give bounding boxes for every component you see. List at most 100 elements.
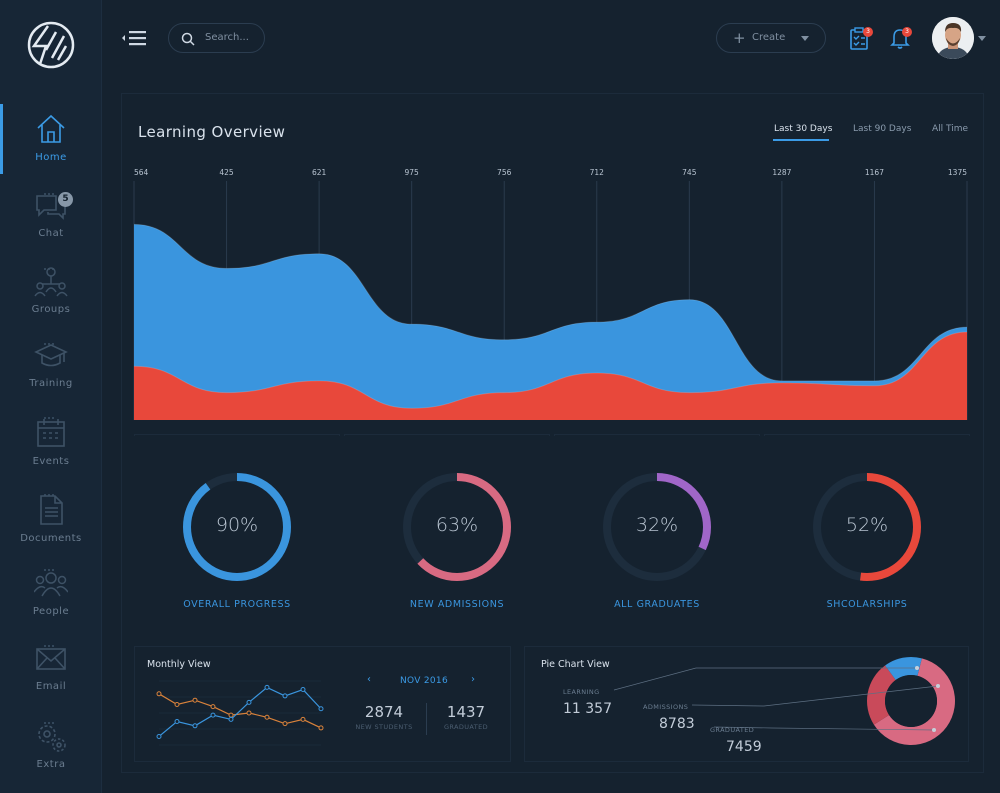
sidebar-item-training[interactable]: Training: [0, 330, 102, 400]
stat-graduated: 1437 GRADUATED: [435, 703, 497, 731]
area-series-red: [134, 331, 967, 420]
tab-last-90-days[interactable]: Last 90 Days: [853, 124, 912, 134]
document-icon: [40, 495, 63, 525]
sidebar-item-home[interactable]: Home: [0, 104, 102, 174]
kpi-value: 52%: [845, 514, 889, 536]
search-box[interactable]: Search...: [168, 23, 265, 53]
line-point: [210, 712, 216, 718]
kpi-label: SHCOLARSHIPS: [826, 599, 908, 610]
divider: [44, 632, 58, 647]
logo-icon: [27, 21, 75, 69]
line-point: [264, 714, 270, 720]
leader-line: [713, 726, 935, 731]
stat-caption: NEW STUDENTS: [355, 723, 413, 731]
sidebar-item-groups[interactable]: Groups: [0, 256, 102, 326]
menu-toggle-icon[interactable]: [122, 28, 148, 48]
top-value-label: 975: [405, 168, 420, 177]
sidebar-item-label: Home: [35, 152, 67, 163]
monthly-view-panel: Monthly View ‹ NOV 2016 › 2874 NEW STUDE…: [134, 646, 511, 762]
kpi-label: NEW ADMISSIONS: [409, 599, 505, 610]
panel-title: Monthly View: [147, 659, 211, 670]
search-input[interactable]: Search...: [205, 32, 249, 43]
chevron-right-icon[interactable]: ›: [471, 674, 475, 685]
kpi-card-all-graduates[interactable]: 32% ALL GRADUATES: [554, 436, 760, 632]
top-value-label: 564: [134, 168, 149, 177]
line-point: [300, 716, 306, 722]
pie-chart: [613, 657, 955, 745]
divider: [44, 180, 58, 195]
area-outline-blue: [133, 223, 968, 382]
plus-icon: +: [733, 29, 746, 47]
pie-value-learning: 11 357: [563, 701, 612, 717]
divider: [44, 481, 58, 496]
create-label: Create: [752, 32, 786, 43]
line-point: [246, 710, 252, 716]
pie-label-admissions: ADMISSIONS: [643, 703, 689, 711]
divider: [44, 404, 58, 419]
tab-last-30-days[interactable]: Last 30 Days: [774, 124, 833, 134]
kpi-value: 63%: [435, 514, 479, 536]
panel-title: Pie Chart View: [541, 659, 610, 670]
line-series-blue: [158, 686, 322, 737]
active-tab-underline: [773, 139, 829, 141]
line-point: [156, 733, 162, 739]
training-icon: [34, 344, 68, 367]
month-label: NOV 2016: [400, 676, 448, 686]
line-series-orange: [158, 693, 322, 729]
kpi-card-overall-progress[interactable]: 90% OVERALL PROGRESS: [134, 436, 340, 632]
sidebar-item-documents[interactable]: Documents: [0, 485, 102, 555]
donut-progress-arc: [813, 473, 921, 581]
sidebar-item-label: Documents: [20, 533, 82, 544]
stat-new-students: 2874 NEW STUDENTS: [353, 703, 415, 731]
sidebar-item-extra[interactable]: Extra: [0, 711, 102, 781]
create-button[interactable]: + Create: [716, 23, 826, 53]
sidebar-item-events[interactable]: Events: [0, 408, 102, 478]
sidebar-item-label: People: [32, 606, 70, 617]
area-series-blue: [134, 224, 967, 420]
divider: [44, 330, 58, 345]
kpi-label: OVERALL PROGRESS: [183, 599, 291, 610]
pie-value-admissions: 8783: [659, 716, 695, 732]
pie-value-graduated: 7459: [726, 739, 762, 755]
top-value-label: 1167: [865, 168, 884, 177]
chevron-left-icon[interactable]: ‹: [367, 674, 371, 685]
stat-value: 1437: [446, 703, 486, 721]
kpi-card-scholarships[interactable]: 52% SHCOLARSHIPS: [764, 436, 970, 632]
sidebar-item-label: Training: [29, 378, 73, 389]
top-value-label: 1375: [948, 168, 967, 177]
monthly-line-chart: [156, 680, 324, 746]
line-point: [192, 723, 198, 729]
donut-overall-progress: [183, 473, 291, 581]
sidebar-item-email[interactable]: Email: [0, 633, 102, 703]
sidebar-item-people[interactable]: People: [0, 558, 102, 628]
area-outline-red: [133, 331, 968, 409]
people-icon: [34, 572, 68, 597]
line-point: [210, 704, 216, 710]
line-point: [192, 697, 198, 703]
donut-progress-arc: [183, 473, 291, 581]
avatar-chevron-down-icon[interactable]: [978, 36, 986, 41]
line-point: [318, 725, 324, 731]
tasks-badge: 3: [863, 27, 873, 37]
avatar[interactable]: [932, 17, 974, 59]
donut-all-graduates: [603, 473, 711, 581]
groups-icon: [34, 267, 68, 297]
top-bar: Search... + Create 3 3: [102, 0, 1000, 78]
pie-hole: [885, 675, 937, 727]
sidebar-item-label: Groups: [31, 304, 71, 315]
line-point: [282, 693, 288, 699]
kpi-card-new-admissions[interactable]: 63% NEW ADMISSIONS: [344, 436, 570, 632]
divider: [44, 556, 58, 571]
line-point: [228, 712, 234, 718]
sidebar-item-chat[interactable]: 5 Chat: [0, 180, 102, 250]
leader-dot: [932, 728, 936, 732]
leader-line: [613, 667, 917, 691]
notifications-badge: 3: [902, 27, 912, 37]
search-icon: [181, 32, 195, 46]
line-point: [156, 691, 162, 697]
page-title: Learning Overview: [138, 123, 286, 141]
pie-slice-admissions: [885, 657, 922, 680]
top-value-label: 756: [497, 168, 512, 177]
tab-all-time[interactable]: All Time: [932, 124, 969, 134]
email-icon: [36, 648, 66, 670]
